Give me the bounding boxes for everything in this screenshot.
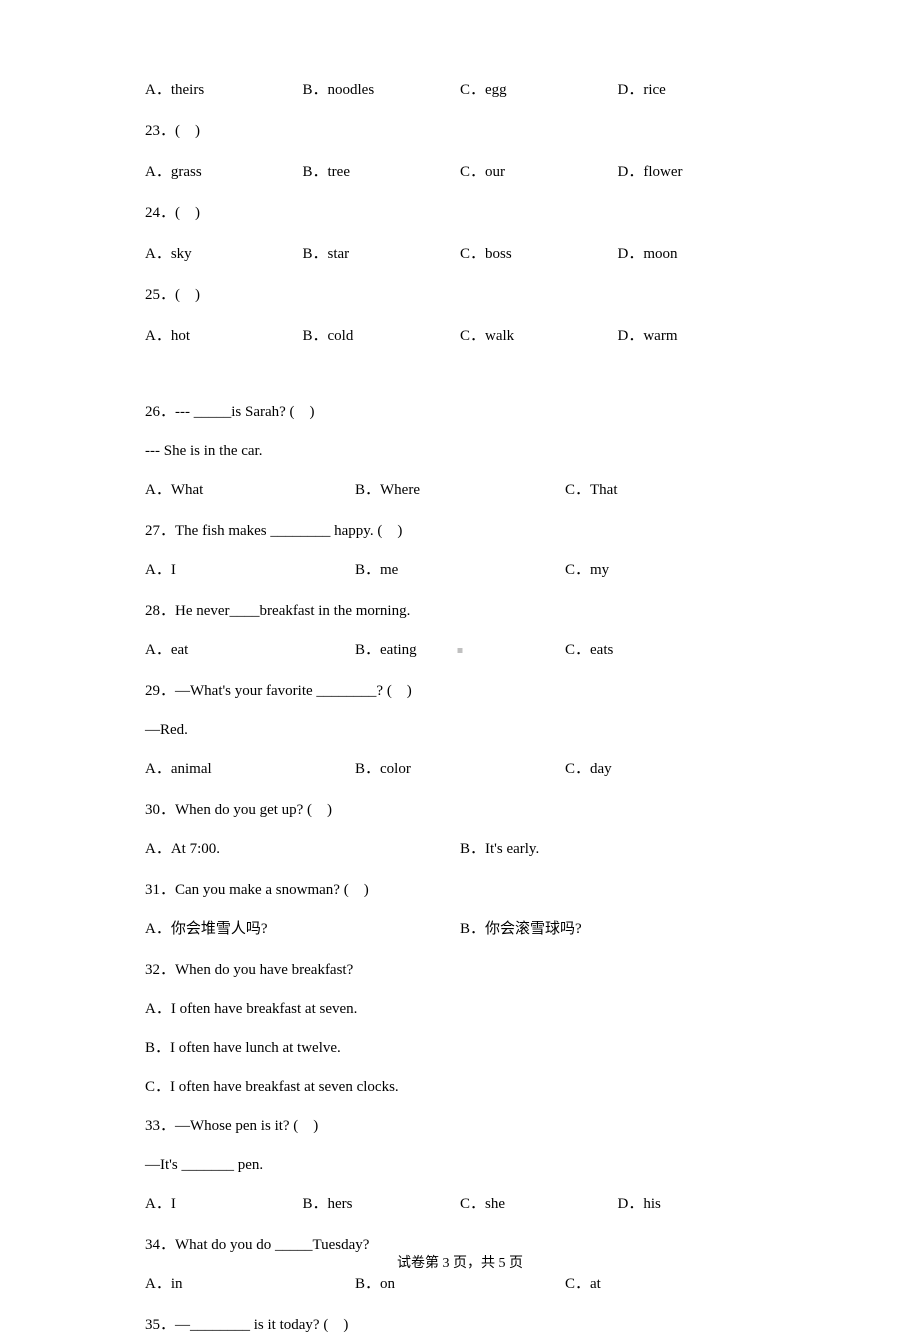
- q30-opt-b: B．It's early.: [460, 839, 775, 860]
- q26-line2: --- She is in the car.: [145, 441, 775, 462]
- q28-opt-a: A．eat: [145, 640, 355, 661]
- q30-stem: 30．When do you get up? ( ): [145, 800, 775, 821]
- q25-options: A．hot B．cold C．walk D．warm: [145, 326, 775, 347]
- q33-opt-a: A．I: [145, 1194, 303, 1215]
- q33-stem: 33．—Whose pen is it? ( ): [145, 1116, 775, 1137]
- q23-stem: 23．( ): [145, 121, 775, 142]
- q33-opt-d: D．his: [618, 1194, 776, 1215]
- q35-stem: 35．—________ is it today? ( ): [145, 1315, 775, 1336]
- q31-stem: 31．Can you make a snowman? ( ): [145, 880, 775, 901]
- q23-opt-a: A．grass: [145, 162, 303, 183]
- q22-opt-b: B．noodles: [303, 80, 461, 101]
- q32-opt-b: B．I often have lunch at twelve.: [145, 1038, 775, 1059]
- q23-opt-b: B．tree: [303, 162, 461, 183]
- q29-options: A．animal B．color C．day: [145, 759, 775, 780]
- q34-opt-b: B．on: [355, 1274, 565, 1295]
- q27-opt-a: A．I: [145, 560, 355, 581]
- q32-opt-a: A．I often have breakfast at seven.: [145, 999, 775, 1020]
- q33-line2: —It's _______ pen.: [145, 1155, 775, 1176]
- q31-opt-a: A．你会堆雪人吗?: [145, 919, 460, 940]
- q23-opt-c: C．our: [460, 162, 618, 183]
- q26-options: A．What B．Where C．That: [145, 480, 775, 501]
- q27-options: A．I B．me C．my: [145, 560, 775, 581]
- q22-opt-d: D．rice: [618, 80, 776, 101]
- q25-opt-d: D．warm: [618, 326, 776, 347]
- q33-opt-c: C．she: [460, 1194, 618, 1215]
- q32-opt-c: C．I often have breakfast at seven clocks…: [145, 1077, 775, 1098]
- q25-opt-b: B．cold: [303, 326, 461, 347]
- q34-opt-a: A．in: [145, 1274, 355, 1295]
- q24-options: A．sky B．star C．boss D．moon: [145, 244, 775, 265]
- q24-stem: 24．( ): [145, 203, 775, 224]
- page-footer: 试卷第 3 页，共 5 页: [0, 1254, 920, 1274]
- q22-opt-a: A．theirs: [145, 80, 303, 101]
- q27-stem: 27．The fish makes ________ happy. ( ): [145, 521, 775, 542]
- q31-opt-b: B．你会滚雪球吗?: [460, 919, 775, 940]
- q30-opt-a: A．At 7:00.: [145, 839, 460, 860]
- q29-opt-a: A．animal: [145, 759, 355, 780]
- q23-opt-d: D．flower: [618, 162, 776, 183]
- q24-opt-b: B．star: [303, 244, 461, 265]
- q27-opt-c: C．my: [565, 560, 775, 581]
- q34-options: A．in B．on C．at: [145, 1274, 775, 1295]
- q28-stem: 28．He never____breakfast in the morning.: [145, 601, 775, 622]
- q26-opt-c: C．That: [565, 480, 775, 501]
- q25-opt-a: A．hot: [145, 326, 303, 347]
- q24-opt-c: C．boss: [460, 244, 618, 265]
- q34-opt-c: C．at: [565, 1274, 775, 1295]
- q30-options: A．At 7:00. B．It's early.: [145, 839, 775, 860]
- q22-opt-c: C．egg: [460, 80, 618, 101]
- q31-options: A．你会堆雪人吗? B．你会滚雪球吗?: [145, 919, 775, 940]
- q32-stem: 32．When do you have breakfast?: [145, 960, 775, 981]
- q27-opt-b: B．me: [355, 560, 565, 581]
- q22-options: A．theirs B．noodles C．egg D．rice: [145, 80, 775, 101]
- q24-opt-d: D．moon: [618, 244, 776, 265]
- q24-opt-a: A．sky: [145, 244, 303, 265]
- q29-line2: —Red.: [145, 720, 775, 741]
- q23-options: A．grass B．tree C．our D．flower: [145, 162, 775, 183]
- q26-opt-a: A．What: [145, 480, 355, 501]
- q26-stem: 26．--- _____is Sarah? ( ): [145, 402, 775, 423]
- q29-stem: 29．—What's your favorite ________? ( ): [145, 681, 775, 702]
- page-center-dot: [458, 648, 463, 653]
- q25-opt-c: C．walk: [460, 326, 618, 347]
- q28-opt-c: C．eats: [565, 640, 775, 661]
- q29-opt-c: C．day: [565, 759, 775, 780]
- q26-opt-b: B．Where: [355, 480, 565, 501]
- q29-opt-b: B．color: [355, 759, 565, 780]
- q33-opt-b: B．hers: [303, 1194, 461, 1215]
- exam-page: A．theirs B．noodles C．egg D．rice 23．( ) A…: [0, 0, 920, 1302]
- q34-stem: 34．What do you do _____Tuesday?: [145, 1235, 775, 1256]
- q33-options: A．I B．hers C．she D．his: [145, 1194, 775, 1215]
- q25-stem: 25．( ): [145, 285, 775, 306]
